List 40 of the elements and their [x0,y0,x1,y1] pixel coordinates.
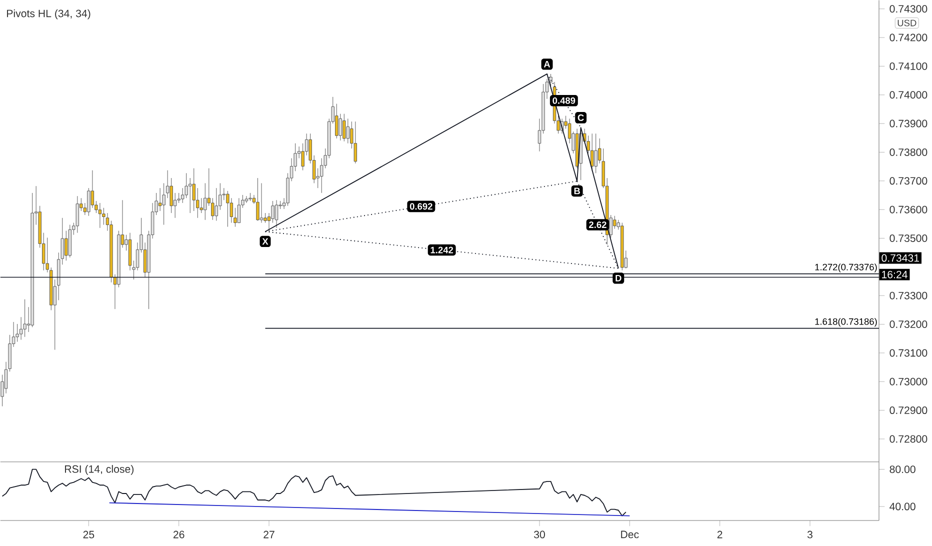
y-tick-label: 0.74100 [890,62,928,70]
x-tick-label: 26 [174,530,184,538]
y-tick-label: 0.73000 [890,378,928,386]
y-tick-label: 0.73500 [890,234,928,242]
x-tick-label: 30 [534,530,545,538]
annotation: D [616,274,622,282]
chart-title: RSI (14, close) [65,464,134,475]
text: 0.73431 [882,254,919,262]
annotation: 0.692 [410,203,432,210]
annotation: 1.242 [430,246,454,254]
y-tick-label: 0.73200 [890,320,928,328]
annotation: 0.489 [552,97,576,104]
series-label: 1.272(0.73376) [815,263,877,272]
annotation: C [578,114,584,121]
y-tick-label: 0.73300 [890,292,928,300]
y-tick-label: 80.00 [890,465,916,473]
x-tick-label: 27 [264,530,274,538]
y-tick-label: 0.73100 [890,349,928,357]
y-tick-label: 0.72800 [890,435,928,443]
annotation: 2.62 [589,221,606,228]
y-tick-label: 0.74300 [890,4,928,12]
annotation: B [574,188,580,194]
annotation: A [544,60,550,68]
x-tick-label: Dec [621,530,639,538]
y-tick-label: 0.73700 [890,177,928,185]
text: Pivots HL (34, 34) [7,9,90,20]
series-label: 1.618(0.73186) [815,318,877,327]
y-tick-label: 0.74200 [890,34,928,42]
y-tick-label: 0.73900 [890,120,928,128]
text: USD [898,20,916,26]
annotation: X [262,238,268,245]
x-tick-label: 25 [83,530,94,538]
y-tick-label: 0.73800 [890,148,928,156]
text: 16:24 [882,270,908,278]
y-tick-label: 0.73600 [890,206,928,214]
x-tick-label: 2 [717,530,722,538]
y-tick-label: 0.74000 [890,91,928,98]
y-tick-label: 40.00 [890,502,916,510]
y-tick-label: 0.72900 [890,406,928,414]
x-tick-label: 3 [807,530,812,538]
